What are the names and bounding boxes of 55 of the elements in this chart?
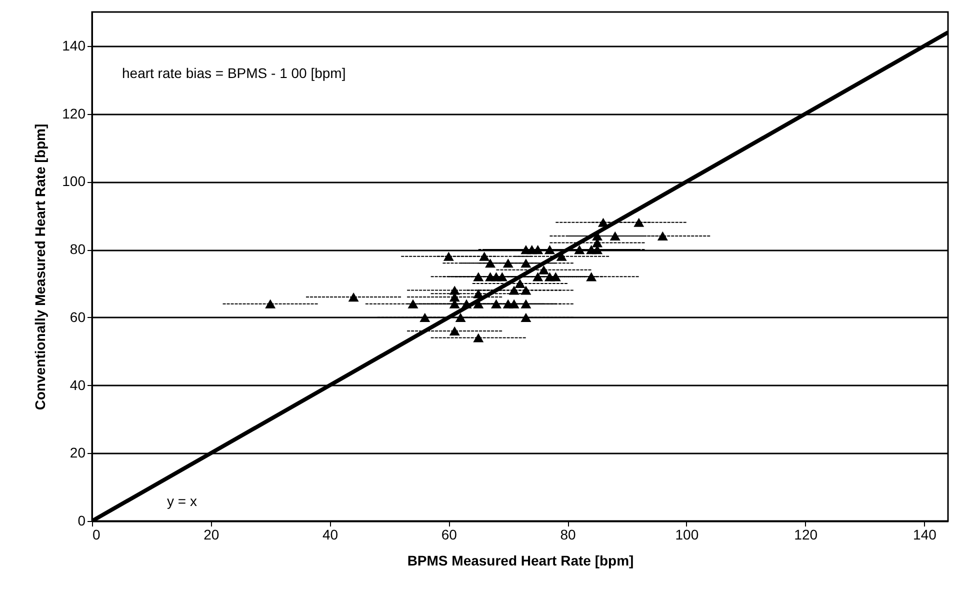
y-tick-label: 100 [62, 173, 86, 190]
point [532, 272, 544, 282]
point [473, 289, 484, 298]
y-tick-label: 0 [78, 512, 86, 528]
point [348, 292, 359, 302]
point [449, 286, 460, 295]
point [408, 299, 418, 308]
point [574, 244, 585, 254]
point [598, 218, 608, 227]
x-tick-label: 0 [92, 526, 100, 542]
annotation: heart rate bias = BPMS - 1 00 [bpm] [122, 65, 346, 81]
point [634, 218, 644, 227]
point [520, 286, 532, 295]
annotation: y = x [167, 493, 197, 509]
point [443, 252, 454, 261]
point [514, 278, 526, 288]
point [520, 299, 532, 308]
y-axis-title: Conventionally Measured Heart Rate [bpm] [32, 124, 48, 410]
point [532, 244, 544, 254]
point [657, 231, 668, 240]
x-tick-label: 20 [204, 526, 220, 542]
point [265, 299, 276, 308]
point [538, 265, 550, 274]
point [496, 272, 508, 282]
point [449, 326, 460, 336]
y-tick-label: 120 [62, 105, 86, 122]
y-tick-label: 20 [70, 444, 86, 461]
point [502, 258, 514, 268]
point [520, 312, 532, 322]
x-axis-title: BPMS Measured Heart Rate [bpm] [407, 552, 634, 568]
point [455, 312, 466, 322]
point [490, 299, 502, 308]
point [520, 258, 532, 268]
y-tick-label: 60 [70, 308, 86, 325]
point [473, 272, 484, 282]
x-tick-label: 120 [794, 526, 818, 542]
x-tick-label: 40 [322, 526, 338, 542]
x-tick-label: 80 [560, 526, 576, 542]
point [508, 299, 520, 308]
y-tick-label: 40 [70, 376, 86, 393]
y-tick-label: 140 [62, 37, 86, 54]
x-tick-label: 100 [675, 526, 699, 542]
point [479, 252, 490, 261]
x-tick-label: 60 [441, 526, 458, 542]
point [508, 286, 520, 295]
point [420, 312, 430, 322]
point [550, 272, 561, 282]
point [473, 333, 484, 342]
point [461, 299, 472, 308]
point [485, 258, 496, 268]
point [586, 272, 597, 282]
x-tick-label: 140 [913, 526, 937, 542]
y-tick-label: 80 [70, 241, 86, 258]
point [544, 244, 555, 254]
point [610, 231, 620, 240]
